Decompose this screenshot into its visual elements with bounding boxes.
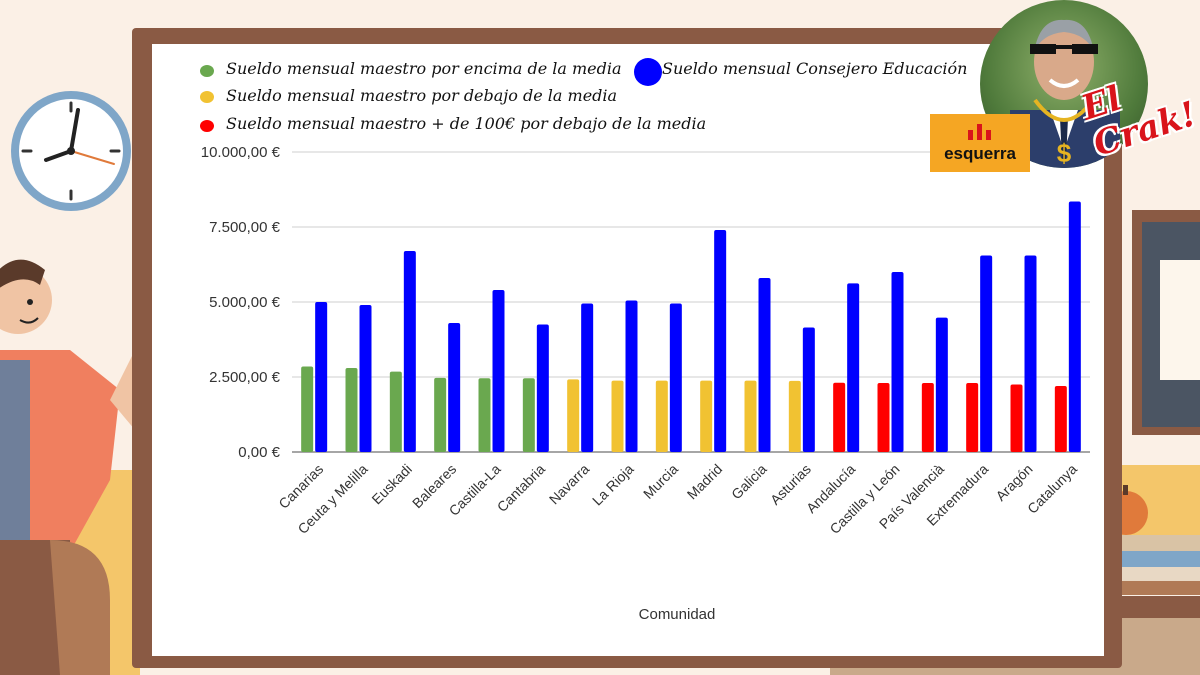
bar-consejero <box>1024 255 1037 452</box>
desk-illustration <box>1110 210 1200 595</box>
x-tick-label: Madrid <box>684 461 726 503</box>
bar-consejero <box>935 317 948 452</box>
bar-consejero <box>847 283 860 452</box>
bar-maestro <box>921 383 934 452</box>
logo-text: esquerra <box>944 144 1016 163</box>
x-tick-label: Aragón <box>992 461 1035 504</box>
legend-yellow-label: Sueldo mensual maestro por debajo de la … <box>226 86 618 105</box>
bar-maestro <box>1010 384 1023 452</box>
bar-consejero <box>1068 201 1081 452</box>
bar-maestro <box>301 366 314 452</box>
bar-maestro <box>1054 386 1067 452</box>
bar-consejero <box>891 272 904 452</box>
bar-consejero <box>980 255 993 452</box>
svg-text:$: $ <box>1057 138 1072 168</box>
bar-maestro <box>345 368 358 452</box>
bar-maestro <box>655 380 668 452</box>
bar-consejero <box>581 303 594 452</box>
x-tick-label: Navarra <box>546 461 593 508</box>
bar-chart: 0,00 € 2.500,00 € 5.000,00 € 7.500,00 € 10.0… <box>201 144 1090 623</box>
bar-maestro <box>611 380 624 452</box>
bar-maestro <box>389 371 402 452</box>
bar-maestro <box>700 380 713 452</box>
bar-consejero <box>802 327 815 452</box>
legend-red-label: Sueldo mensual maestro + de 100€ por deb… <box>226 114 707 133</box>
legend-blue-dot <box>634 58 662 86</box>
bar-maestro <box>522 378 535 452</box>
x-tick-label: Cantabria <box>494 461 548 515</box>
bar-consejero <box>403 251 416 452</box>
bar-consejero <box>448 323 461 452</box>
bar-maestro <box>567 379 580 452</box>
bar-maestro <box>966 383 979 452</box>
x-tick-label: La Rioja <box>589 461 637 509</box>
legend-blue-label: Sueldo mensual Consejero Educación <box>662 59 968 78</box>
bar-maestro <box>788 380 801 452</box>
bar-consejero <box>714 230 727 452</box>
y-tick-label: 0,00 € <box>238 444 280 461</box>
bar-maestro <box>478 378 491 452</box>
y-tick-label: 10.000,00 € <box>201 144 281 161</box>
x-axis-title: Comunidad <box>639 606 716 623</box>
legend-green-label: Sueldo mensual maestro por encima de la … <box>226 59 622 78</box>
chart-board: 0,00 € 2.500,00 € 5.000,00 € 7.500,00 € 10.0… <box>152 44 1104 656</box>
bar-consejero <box>536 324 549 452</box>
logo-bars-icon <box>968 124 991 140</box>
person-illustration: $ <box>1010 19 1120 168</box>
wall-clock-icon <box>11 91 131 211</box>
x-tick-label: Murcia <box>640 461 681 502</box>
legend-green-dot <box>200 65 214 77</box>
legend-yellow-dot <box>200 91 214 103</box>
bar-consejero <box>315 302 328 452</box>
bar-consejero <box>669 303 682 452</box>
esquerra-logo: esquerra <box>930 114 1030 172</box>
bar-consejero <box>625 300 638 452</box>
teacher-illustration <box>0 259 195 675</box>
x-tick-label: Galicia <box>728 461 770 503</box>
y-tick-label: 5.000,00 € <box>209 294 281 311</box>
bar-consejero <box>359 305 372 452</box>
legend-red-dot <box>200 120 214 132</box>
bar-consejero <box>758 278 771 452</box>
bar-consejero <box>492 290 505 452</box>
bar-maestro <box>833 382 846 452</box>
bar-maestro <box>434 377 447 452</box>
y-tick-label: 2.500,00 € <box>209 369 281 386</box>
bar-maestro <box>877 383 890 452</box>
y-tick-label: 7.500,00 € <box>209 219 281 236</box>
bar-maestro <box>744 380 757 452</box>
